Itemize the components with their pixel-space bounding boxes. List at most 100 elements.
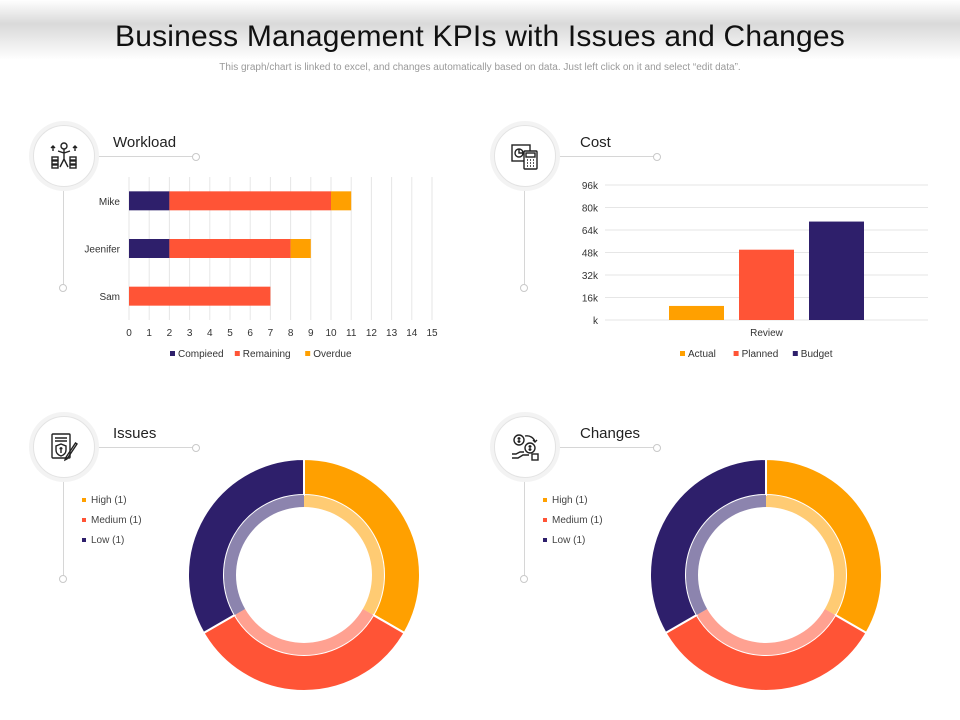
cost-y-tick-label: 16k [582,294,599,305]
workload-x-tick-label: 2 [167,328,173,339]
page-subtitle: This graph/chart is linked to excel, and… [219,62,741,73]
changes-slice-inner-high-1 [766,495,846,615]
changes-title: Changes [580,425,641,442]
cost-y-tick-label: k [593,316,599,327]
workload-x-tick-label: 14 [406,328,418,339]
issues-legend-item-medium: Medium (1) [82,511,142,531]
cost-connector-dot-bottom [520,284,528,292]
issues-legend-label-medium: Medium (1) [91,515,142,526]
workload-bar-remaining-sam [129,286,271,306]
cost-connector-vertical [524,185,525,285]
issues-connector-vertical [63,478,64,578]
changes-connector-horizontal [557,447,657,448]
shield-document-pen-icon [33,416,95,478]
cost-chart: k 16k 32k 48k 64k 80k 96k Review Actual Planned Bu… [582,181,928,360]
workload-legend-label: Compieed [178,349,224,360]
workload-bar-overdue-mike [331,191,352,211]
cost-y-tick-label: 32k [582,271,599,282]
changes-legend: High (1) Medium (1) Low (1) [543,491,603,551]
workload-x-tick-label: 7 [268,328,274,339]
cost-bar-planned [739,249,794,320]
issues-connector-dot-right [192,444,200,452]
cost-legend-label: Budget [801,349,833,360]
changes-slice-inner-low-1 [686,495,766,615]
issues-connector-horizontal [96,447,196,448]
issues-slice-low-1 [187,457,305,635]
workload-x-tick-label: 12 [366,328,378,339]
cost-y-tick-label: 64k [582,226,599,237]
changes-slice-high-1 [765,457,883,635]
workload-chart: 0 1 2 3 4 5 6 7 8 9 10 11 12 13 14 15MikeJeeniferSamCom… [84,177,438,360]
workload-x-tick-label: 4 [207,328,213,339]
workload-connector-horizontal [96,156,196,157]
cost-legend-swatch [792,351,798,356]
workload-x-tick-label: 15 [426,328,438,339]
header-band [0,0,960,60]
changes-legend-swatch-low [543,538,547,543]
workload-bar-remaining-jeenifer [169,239,291,258]
workload-x-tick-label: 10 [325,328,337,339]
workload-x-tick-label: 3 [187,328,193,339]
workload-x-tick-label: 1 [146,328,152,339]
changes-legend-item-medium: Medium (1) [543,511,603,531]
workload-connector-vertical [63,185,64,285]
cost-legend-swatch [680,351,685,356]
workload-x-tick-label: 5 [227,328,233,339]
changes-legend-swatch-high [543,498,547,503]
workload-x-tick-label: 0 [126,328,132,339]
cost-legend-label: Actual [688,349,716,360]
issues-legend-swatch-medium [82,518,86,523]
cost-legend-swatch [733,351,739,356]
workload-connector-dot-bottom [59,284,67,292]
workload-category-label: Sam [99,292,120,303]
issues-title: Issues [113,425,157,442]
workload-x-tick-label: 9 [308,328,314,339]
issues-connector-dot-bottom [59,575,67,583]
workload-legend-label: Remaining [243,349,291,360]
person-juggling-coins-icon [33,125,95,187]
changes-legend-item-low: Low (1) [543,531,603,551]
issues-legend-swatch-high [82,498,86,503]
cost-category-label: Review [750,328,784,339]
changes-legend-label-low: Low (1) [552,535,586,546]
cost-y-tick-label: 48k [582,249,599,260]
changes-legend-item-high: High (1) [543,491,603,511]
issues-legend: High (1) Medium (1) Low (1) [82,491,142,551]
workload-legend-label: Overdue [313,349,352,360]
page-title: Business Management KPIs with Issues and… [115,20,845,53]
workload-legend-swatch [234,351,240,356]
workload-title: Workload [113,134,177,151]
cost-y-tick-label: 96k [582,181,599,192]
changes-slice-inner-medium-1 [696,609,836,655]
workload-bar-overdue-jeenifer [290,239,311,258]
changes-connector-dot-bottom [520,575,528,583]
workload-x-tick-label: 8 [288,328,294,339]
cost-title: Cost [580,134,611,151]
workload-bar-remaining-mike [169,191,331,211]
issues-slice-high-1 [303,457,421,635]
changes-legend-label-medium: Medium (1) [552,515,603,526]
workload-bar-compieed-jeenifer [129,239,170,258]
cost-legend-label: Planned [742,349,779,360]
calculator-invoice-icon [494,125,556,187]
changes-connector-dot-right [653,444,661,452]
workload-x-tick-label: 6 [247,328,253,339]
workload-category-label: Jeenifer [84,245,120,256]
changes-legend-label-high: High (1) [552,495,588,506]
issues-legend-item-low: Low (1) [82,531,142,551]
cost-connector-dot-right [653,153,661,161]
issues-slice-inner-low-1 [224,495,304,615]
workload-legend-swatch [305,351,311,356]
changes-connector-vertical [524,478,525,578]
issues-legend-item-high: High (1) [82,491,142,511]
workload-x-tick-label: 13 [386,328,398,339]
issues-legend-label-low: Low (1) [91,535,125,546]
changes-legend-swatch-medium [543,518,547,523]
issues-slice-inner-medium-1 [234,609,374,655]
issues-legend-label-high: High (1) [91,495,127,506]
money-exchange-hand-icon [494,416,556,478]
issues-donut-chart [187,457,421,692]
workload-bar-compieed-mike [129,191,170,211]
workload-x-tick-label: 11 [346,328,357,339]
changes-slice-low-1 [649,457,767,635]
